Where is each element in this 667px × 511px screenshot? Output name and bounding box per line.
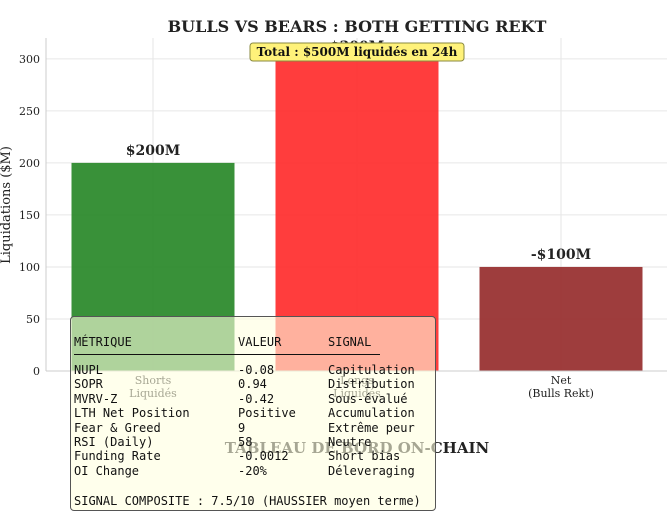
header-metric: MÉTRIQUE [74,335,132,349]
chart-title: BULLS VS BEARS : BOTH GETTING REKT [168,17,547,36]
row-metric: LTH Net Position [74,406,190,421]
composite-signal: SIGNAL COMPOSITE : 7.5/10 (HAUSSIER moye… [74,494,421,508]
row-value: -20% [238,463,267,478]
bar-3 [479,266,643,371]
x-tick-label: (Bulls Rekt) [528,387,594,400]
y-ticks: 0 50 100 150 200 250 300 [19,53,40,378]
row-metric: Fear & Greed [74,420,161,435]
annotation-text: Total : $500M liquidés en 24h [257,45,458,59]
row-signal: Déleveraging [328,463,415,478]
onchain-dashboard-panel [70,316,436,511]
row-metric: Funding Rate [74,449,161,464]
row-signal: Sous-évalué [328,391,408,406]
y-tick-label: 250 [19,105,40,118]
row-signal: Neutre [328,435,372,449]
labels: Liquidations ($M) BULLS VS BEARS : BOTH G… [0,17,591,264]
row-signal: Short bias [328,449,401,464]
y-tick-label: 0 [33,365,40,378]
row-metric: OI Change [74,463,140,478]
y-tick-label: 200 [19,157,40,170]
annotation-box [249,42,465,62]
row-value: -0.0012 [238,449,289,464]
header-signal: SIGNAL [328,335,372,349]
y-axis-label: Liquidations ($M) [0,146,14,264]
row-signal: Capitulation [328,363,415,377]
y-tick-label: 50 [26,313,40,326]
row-value: 0.94 [238,377,267,392]
header-value: VALEUR [238,335,282,349]
row-metric: RSI (Daily) [74,435,154,449]
row-signal: Extrême peur [328,420,415,435]
y-tick-label: 150 [19,209,40,222]
y-tick-label: 100 [19,261,40,274]
x-tick-label: Net [551,374,572,387]
y-tick-label: 300 [19,53,40,66]
row-value: 58 [238,435,253,449]
row-signal: Distribution [328,377,415,392]
row-value: -0.42 [238,391,275,406]
row-metric: SOPR [74,377,103,392]
row-signal: Accumulation [328,406,415,421]
row-value: -0.08 [238,363,275,377]
row-metric: MVRV-Z [74,391,118,406]
row-metric: NUPL [74,363,103,377]
bar-value-label: $200M [126,143,180,159]
bar-value-label: -$100M [531,247,591,263]
header-divider [74,354,380,355]
row-value: Positive [238,406,296,421]
row-value: 9 [238,420,246,435]
